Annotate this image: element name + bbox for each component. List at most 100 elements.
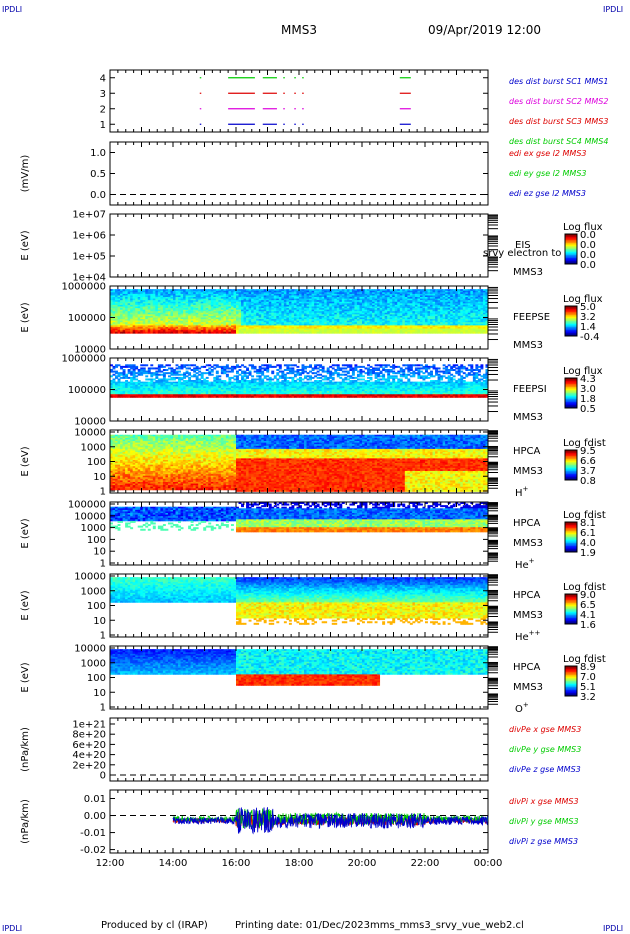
spectrogram-cell (281, 332, 284, 334)
spectrogram-cell (135, 378, 138, 380)
spectrogram-cell (178, 332, 181, 334)
spectrogram-cell (118, 332, 121, 334)
spectrogram-cell (365, 332, 368, 334)
spectrogram-cell (422, 332, 425, 334)
spectrogram-cell (135, 396, 138, 398)
spectrogram-cell (140, 332, 143, 334)
spectrogram-cell (420, 332, 423, 334)
panel-frame-eis (110, 214, 488, 277)
spectrogram-cell (123, 366, 126, 368)
spectrogram-cell (173, 332, 176, 334)
spectrogram-cell (352, 332, 355, 334)
spectrogram-cell (181, 332, 184, 334)
spectrogram-cell (463, 332, 466, 334)
spectrogram-cell (246, 332, 249, 334)
spectrogram-cell (400, 332, 403, 334)
spectrogram-cell (448, 332, 451, 334)
spectrogram-cell (430, 332, 433, 334)
legend-entry: des dist burst SC1 MMS1 (509, 77, 608, 86)
y-tick-label: 0.5 (90, 169, 106, 180)
spectrogram-cell (367, 332, 370, 334)
spectrogram-cell (332, 332, 335, 334)
spectrogram-cell (465, 332, 468, 334)
spectrogram-cell (135, 367, 138, 369)
spectrogram-cell (291, 332, 294, 334)
spectrogram-cell (329, 332, 332, 334)
y-axis-label: E (eV) (20, 302, 31, 332)
spectrogram-cell (118, 396, 121, 398)
spectrogram-cell (357, 332, 360, 334)
spectrogram-cell (319, 332, 322, 334)
spectrogram-cell (470, 332, 473, 334)
y-tick-label: 1 (100, 120, 106, 131)
spectrogram-cell (113, 396, 116, 398)
spectrogram-cell (170, 332, 173, 334)
y-tick-label: 1.0 (90, 148, 106, 159)
spectrogram-cell (380, 332, 383, 334)
spectrogram-cell (397, 332, 400, 334)
spectrogram-cell (125, 396, 128, 398)
spectrogram-cell (120, 367, 123, 369)
spectrogram-cell (475, 332, 478, 334)
spectrogram-cell (133, 378, 136, 380)
spectrogram-cell (138, 332, 141, 334)
spectrogram-cell (337, 332, 340, 334)
spectrogram-cell (284, 332, 287, 334)
spectrogram-cell (458, 332, 461, 334)
spectrogram-cell (266, 332, 269, 334)
spectrogram-cell (228, 332, 231, 334)
spectrogram-cell (128, 332, 131, 334)
y-tick-label: 3 (100, 89, 106, 100)
spectrogram-cell (113, 371, 116, 373)
spectrogram-cell (153, 332, 156, 334)
y-tick-label: 1e+07 (72, 210, 106, 221)
spectrogram-cell (445, 332, 448, 334)
spectrogram-cell (120, 396, 123, 398)
y-axis-label: (mV/m) (20, 155, 31, 193)
spectrogram-cell (407, 332, 410, 334)
spectrogram-cell (412, 332, 415, 334)
spectrogram-cell (433, 332, 436, 334)
spectrogram-cell (239, 332, 242, 334)
overlay-label: srvy electron to (483, 248, 561, 259)
spectrogram-cell (392, 332, 395, 334)
spectrogram-cell (415, 332, 418, 334)
spectrogram-cell (183, 332, 186, 334)
spectrogram-cell (410, 332, 413, 334)
spectrogram-cell (286, 332, 289, 334)
spectrogram-cell (135, 375, 138, 377)
spectrogram-cell (203, 332, 206, 334)
spectrogram-cell (188, 332, 191, 334)
legend-entry: des dist burst SC4 MMS4 (509, 137, 608, 146)
colorbar-tick-label: -0.4 (580, 332, 600, 343)
spectrogram-cell (120, 377, 123, 379)
spectrogram-cell (125, 366, 128, 368)
panel-frame-edi (110, 142, 488, 205)
spectrogram-cell (130, 374, 133, 376)
panel-frame-burst (110, 70, 488, 132)
spectrogram-cell (312, 332, 315, 334)
spectrogram-cell (201, 332, 204, 334)
spectrogram-cell (193, 332, 196, 334)
spectrogram-cell (125, 377, 128, 379)
spectrogram-cell (160, 332, 163, 334)
spectrogram-cell (382, 332, 385, 334)
spectrogram-cell (233, 332, 236, 334)
spectrogram-cell (143, 372, 146, 374)
spectrogram-cell (324, 332, 327, 334)
spectrogram-cell (113, 374, 116, 376)
spectrogram-cell (113, 367, 116, 369)
spectrogram-cell (480, 332, 483, 334)
spectrogram-cell (130, 332, 133, 334)
spectrogram-cell (208, 332, 211, 334)
spectrogram-cell (344, 332, 347, 334)
spectrogram-cell (241, 332, 244, 334)
spectrogram-cell (294, 332, 297, 334)
y-tick-label: 1e+05 (72, 252, 106, 263)
instrument-label: MMS3 (513, 267, 543, 278)
spectrogram-cell (150, 332, 153, 334)
spectrogram-cell (113, 332, 116, 334)
spectrogram-cell (128, 377, 131, 379)
spectrogram-cell (274, 332, 277, 334)
spectrogram-feepse (110, 289, 488, 334)
